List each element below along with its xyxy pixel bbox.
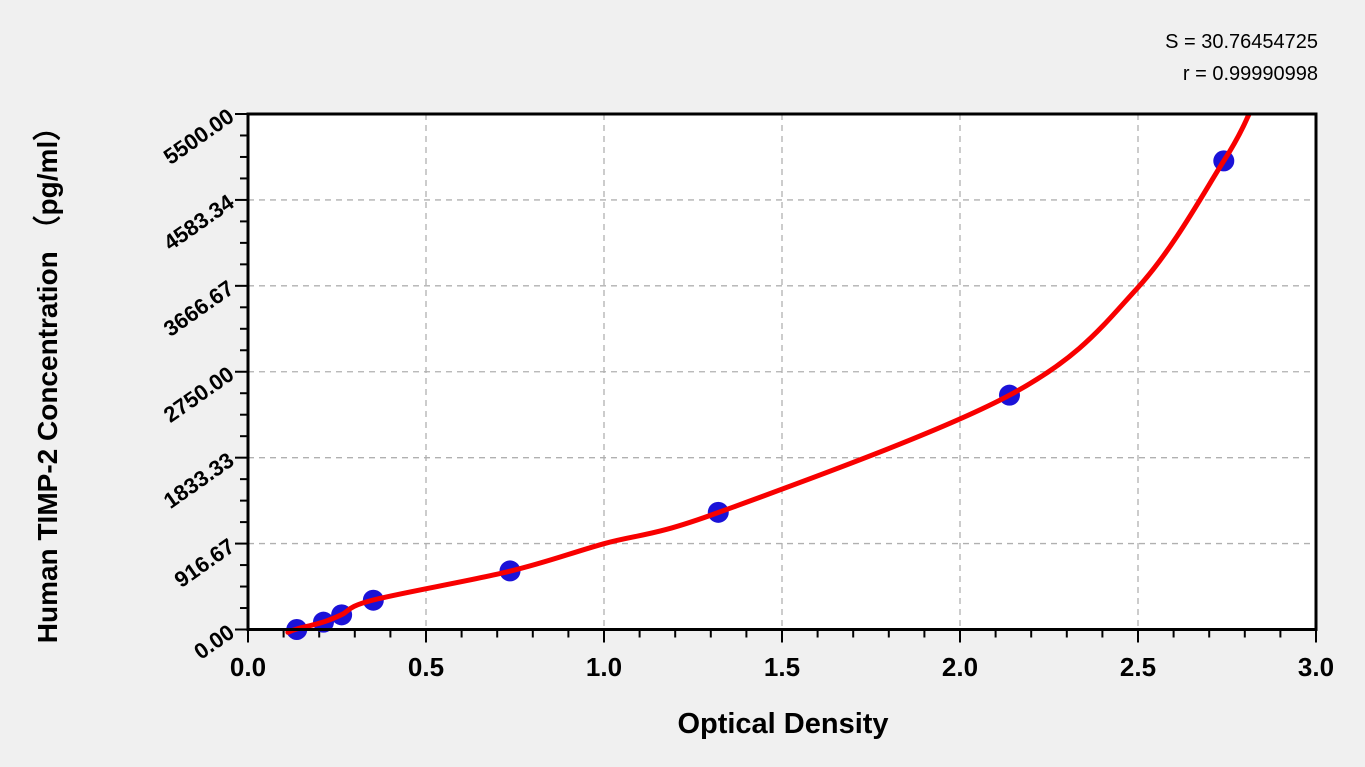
x-tick-label: 0.5 xyxy=(407,652,445,682)
gridlines xyxy=(248,114,1316,630)
x-tick-label: 2.5 xyxy=(1119,652,1157,682)
x-tick-label: 2.0 xyxy=(941,652,979,682)
stat-r-value: r = 0.99990998 xyxy=(1182,63,1318,85)
fit-statistics: S = 30.76454725 r = 0.99990998 xyxy=(1165,26,1318,90)
fit-curve xyxy=(285,114,1252,635)
x-tick-label: 1.5 xyxy=(763,652,801,682)
y-axis-title: Human TIMP-2 Concentration （pg/ml） xyxy=(32,112,63,644)
x-axis-title: Optical Density xyxy=(677,708,889,740)
x-tick-label: 0.0 xyxy=(229,652,267,682)
stat-s-value: S = 30.76454725 xyxy=(1165,31,1318,53)
x-tick-label: 1.0 xyxy=(585,652,623,682)
x-tick-label: 3.0 xyxy=(1297,652,1335,682)
plot-frame xyxy=(246,112,1318,631)
